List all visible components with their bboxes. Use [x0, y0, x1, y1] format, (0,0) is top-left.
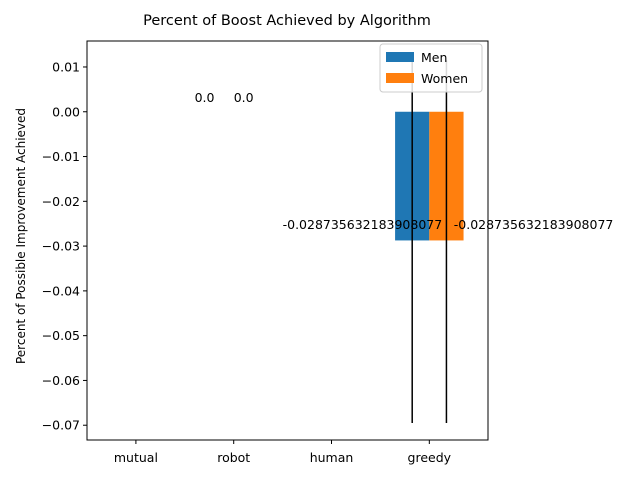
annotation-label: -0.028735632183908077 — [283, 217, 443, 232]
annotation-label: 0.0 — [195, 90, 215, 105]
x-tick-label: robot — [217, 450, 250, 465]
y-tick-label: 0.01 — [52, 59, 80, 74]
x-tick-label: greedy — [408, 450, 452, 465]
y-tick-label: −0.03 — [42, 239, 80, 254]
plot-area: 0.0 0.0 -0.028735632183908077 -0.0287356321… — [42, 40, 614, 465]
y-tick-label: −0.02 — [42, 194, 80, 209]
legend-label-men: Men — [421, 50, 447, 65]
x-tick-label: human — [310, 450, 354, 465]
y-axis-label: Percent of Possible Improvement Achieved — [14, 108, 28, 364]
annotation-label: -0.028735632183908077 — [454, 217, 614, 232]
legend-swatch-women — [386, 73, 414, 83]
y-tick-label: −0.07 — [42, 418, 80, 433]
chart-title: Percent of Boost Achieved by Algorithm — [143, 13, 431, 29]
y-tick-label: −0.05 — [42, 328, 80, 343]
axes-frame — [86, 40, 489, 441]
y-tick-label: −0.01 — [42, 149, 80, 164]
x-tick-label: mutual — [114, 450, 158, 465]
y-tick-label: −0.04 — [42, 283, 80, 298]
legend-swatch-men — [386, 52, 414, 62]
y-tick-label: 0.00 — [52, 104, 80, 119]
annotation-label: 0.0 — [234, 90, 254, 105]
y-tick-label: −0.06 — [42, 373, 80, 388]
legend-label-women: Women — [421, 71, 468, 86]
legend: Men Women — [379, 43, 483, 93]
